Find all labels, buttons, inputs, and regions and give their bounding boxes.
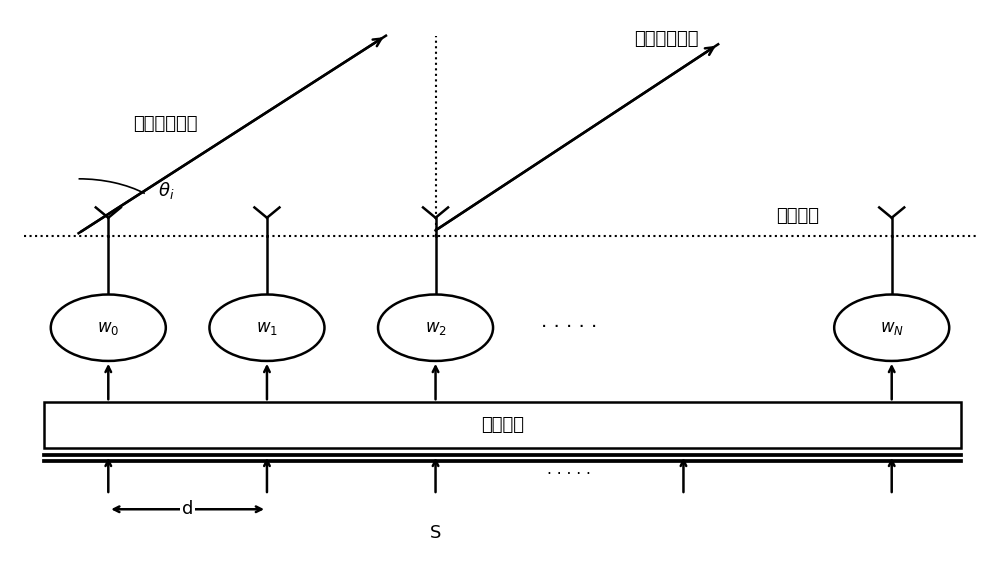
Text: $w_2$: $w_2$	[425, 319, 446, 337]
Circle shape	[51, 295, 166, 361]
Circle shape	[378, 295, 493, 361]
Text: $\theta_i$: $\theta_i$	[158, 180, 174, 201]
Text: S: S	[430, 523, 441, 541]
Text: $w_N$: $w_N$	[880, 319, 904, 337]
Circle shape	[834, 295, 949, 361]
Text: · · · · ·: · · · · ·	[541, 318, 598, 337]
Text: 天线平面: 天线平面	[776, 207, 819, 225]
Bar	[44, 402, 961, 448]
Text: 信号传播方向: 信号传播方向	[634, 30, 698, 48]
Text: 发射平面波前: 发射平面波前	[133, 116, 198, 134]
Text: $w_1$: $w_1$	[256, 319, 278, 337]
Text: 功率分配: 功率分配	[481, 416, 524, 434]
Text: · · · · ·: · · · · ·	[547, 467, 591, 482]
Text: $w_0$: $w_0$	[97, 319, 119, 337]
Circle shape	[209, 295, 324, 361]
Text: d: d	[182, 500, 193, 518]
